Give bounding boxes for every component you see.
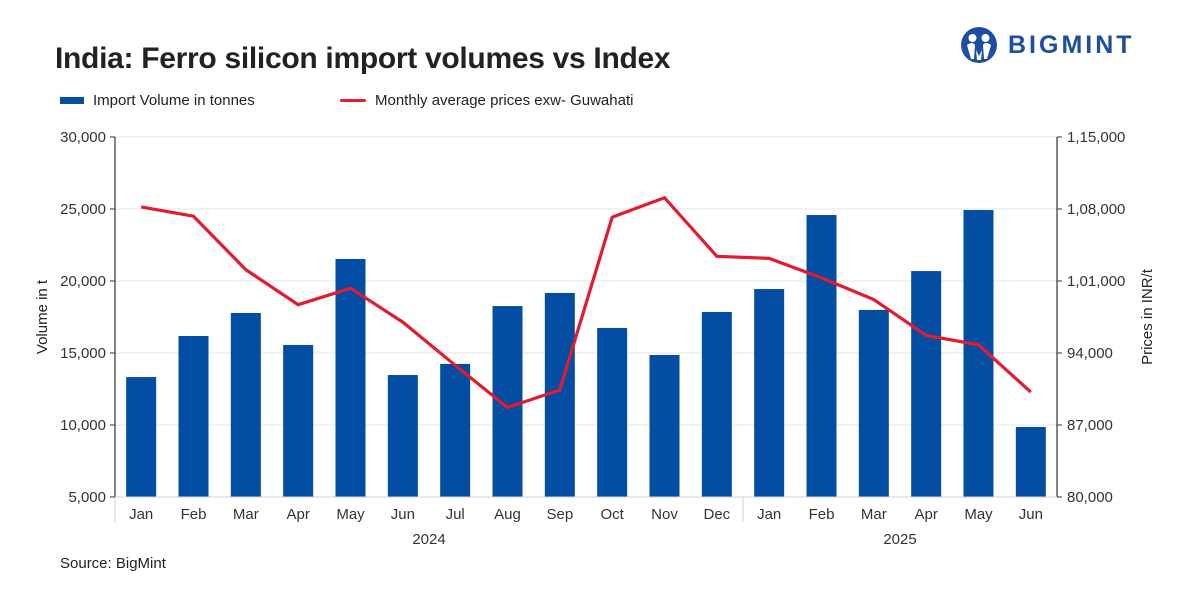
bar [440,363,471,497]
bar [806,215,837,497]
right-tick-label: 94,000 [1067,345,1113,362]
bar [911,271,942,497]
left-tick-label: 5,000 [68,489,106,506]
x-tick-label: Jun [1019,506,1043,523]
bar [335,258,366,497]
left-tick-label: 15,000 [60,345,106,362]
x-tick-label: Dec [703,506,730,523]
x-tick-label: May [964,506,993,523]
bar [492,306,523,497]
x-tick-label: Nov [651,506,678,523]
right-tick-label: 1,08,000 [1067,201,1125,218]
line-series [140,195,1032,410]
axis-labels: 5,000 10,000 15,000 20,000 25,000 30,000 80,00… [34,129,1156,548]
bar [858,309,889,497]
logo-text: BIGMINT [1008,30,1135,59]
source-note: Source: BigMint [60,555,166,572]
bar [754,289,785,497]
x-tick-label: Jan [129,506,153,523]
bar-series [126,210,1046,497]
bigmint-logo-icon [961,27,997,63]
x-tick-label: Mar [861,506,887,523]
x-tick-label: Jun [391,506,415,523]
bar [649,355,680,497]
left-tick-label: 10,000 [60,417,106,434]
bar [387,375,418,497]
legend-bar-swatch [60,97,84,104]
bar [283,344,314,497]
bigmint-logo: BIGMINT [960,26,1135,64]
legend-line-swatch [340,99,366,102]
left-tick-label: 30,000 [60,129,106,146]
x-tick-label: Feb [181,506,207,523]
x-group-label: 2024 [412,531,445,548]
bar [230,312,261,497]
legend-item-monthly-price: Monthly average prices exw- Guwahati [340,92,633,109]
x-tick-label: Mar [233,506,259,523]
legend-label: Monthly average prices exw- Guwahati [375,92,634,109]
x-tick-label: Apr [914,506,937,523]
x-tick-label: Feb [809,506,835,523]
right-tick-label: 80,000 [1067,489,1113,506]
x-group-label: 2025 [883,531,916,548]
bar [178,336,209,497]
bar [701,311,732,497]
left-tick-label: 25,000 [60,201,106,218]
x-tick-label: May [336,506,365,523]
left-tick-label: 20,000 [60,273,106,290]
chart-title: India: Ferro silicon import volumes vs I… [55,42,671,75]
left-axis-title: Volume in t [34,279,51,354]
x-tick-label: Jul [446,506,465,523]
legend-label: Import Volume in tonnes [93,92,255,109]
legend-item-import-volume: Import Volume in tonnes [60,92,255,109]
axes [110,136,1062,522]
right-tick-label: 1,15,000 [1067,129,1125,146]
gridlines [115,136,1057,498]
bar [126,377,157,497]
price-line [140,195,1032,410]
bar [597,327,628,497]
x-tick-label: Oct [600,506,624,523]
right-tick-label: 87,000 [1067,417,1113,434]
x-tick-label: Apr [286,506,309,523]
x-tick-label: Jan [757,506,781,523]
x-tick-label: Aug [494,506,521,523]
x-tick-label: Sep [546,506,573,523]
bar [1015,427,1046,497]
right-tick-label: 1,01,000 [1067,273,1125,290]
right-axis-title: Prices in INR/t [1139,268,1156,365]
